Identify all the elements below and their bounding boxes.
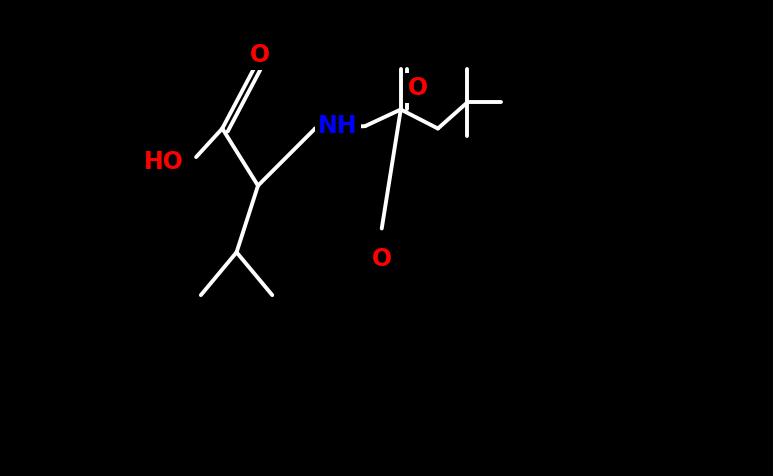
Text: O: O [250, 43, 271, 67]
Text: O: O [372, 248, 392, 271]
Text: HO: HO [145, 150, 184, 174]
Text: NH: NH [318, 114, 358, 138]
Text: O: O [407, 76, 427, 100]
